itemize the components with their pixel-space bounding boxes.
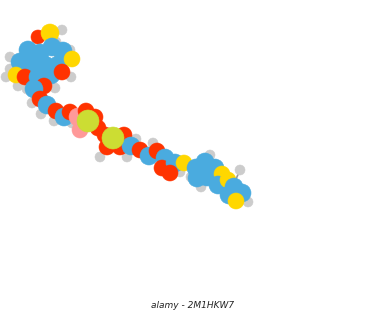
Circle shape: [78, 103, 94, 119]
Circle shape: [131, 134, 141, 144]
Circle shape: [49, 116, 59, 126]
Circle shape: [122, 137, 140, 155]
Circle shape: [156, 149, 174, 167]
Circle shape: [188, 169, 206, 187]
Circle shape: [51, 37, 61, 47]
Circle shape: [235, 165, 245, 175]
Circle shape: [36, 56, 54, 74]
Circle shape: [102, 127, 124, 149]
Circle shape: [65, 45, 75, 55]
Circle shape: [62, 104, 78, 120]
Circle shape: [50, 83, 60, 93]
Circle shape: [90, 120, 106, 136]
Circle shape: [196, 182, 206, 192]
Circle shape: [140, 147, 158, 165]
Circle shape: [154, 160, 170, 176]
Circle shape: [54, 64, 70, 80]
Circle shape: [187, 159, 205, 177]
Circle shape: [220, 172, 236, 188]
Circle shape: [225, 178, 243, 196]
Circle shape: [209, 176, 227, 194]
Circle shape: [112, 139, 128, 155]
Circle shape: [148, 138, 158, 148]
Circle shape: [220, 186, 238, 204]
Circle shape: [206, 159, 224, 177]
Circle shape: [186, 172, 196, 182]
Circle shape: [57, 25, 67, 35]
Circle shape: [25, 80, 43, 98]
Circle shape: [66, 72, 76, 82]
Circle shape: [64, 51, 80, 67]
Circle shape: [54, 42, 72, 60]
Circle shape: [162, 165, 178, 181]
Circle shape: [42, 66, 60, 84]
Circle shape: [19, 41, 37, 59]
Circle shape: [5, 64, 15, 74]
Circle shape: [97, 127, 113, 143]
Circle shape: [205, 150, 215, 160]
Circle shape: [31, 30, 45, 44]
Circle shape: [55, 108, 73, 126]
Circle shape: [198, 168, 216, 186]
Circle shape: [166, 154, 184, 172]
Circle shape: [95, 152, 105, 162]
Circle shape: [67, 118, 77, 128]
Circle shape: [233, 184, 251, 202]
Circle shape: [43, 38, 61, 56]
Circle shape: [116, 127, 132, 143]
Circle shape: [8, 67, 24, 83]
Circle shape: [87, 109, 103, 125]
Circle shape: [69, 108, 87, 126]
Circle shape: [27, 98, 37, 108]
Circle shape: [31, 44, 49, 62]
Circle shape: [41, 24, 59, 42]
Circle shape: [23, 56, 41, 74]
Text: alamy - 2M1HKW7: alamy - 2M1HKW7: [151, 301, 234, 310]
Circle shape: [176, 155, 192, 171]
Circle shape: [49, 56, 67, 74]
Circle shape: [240, 193, 250, 203]
Circle shape: [48, 103, 64, 119]
Circle shape: [5, 52, 15, 62]
Circle shape: [122, 152, 132, 162]
Circle shape: [11, 53, 29, 71]
Circle shape: [228, 193, 244, 209]
Circle shape: [132, 142, 148, 158]
Circle shape: [32, 91, 48, 107]
Circle shape: [13, 81, 23, 91]
Circle shape: [196, 153, 214, 171]
Circle shape: [175, 167, 185, 177]
Circle shape: [214, 166, 230, 182]
Circle shape: [17, 69, 33, 85]
Circle shape: [29, 68, 47, 86]
Circle shape: [77, 110, 99, 132]
Circle shape: [36, 78, 52, 94]
Circle shape: [243, 197, 253, 207]
Circle shape: [149, 143, 165, 159]
Circle shape: [1, 72, 11, 82]
Circle shape: [72, 122, 88, 138]
Circle shape: [99, 139, 115, 155]
Circle shape: [22, 84, 32, 94]
Circle shape: [38, 96, 56, 114]
Circle shape: [36, 109, 46, 119]
